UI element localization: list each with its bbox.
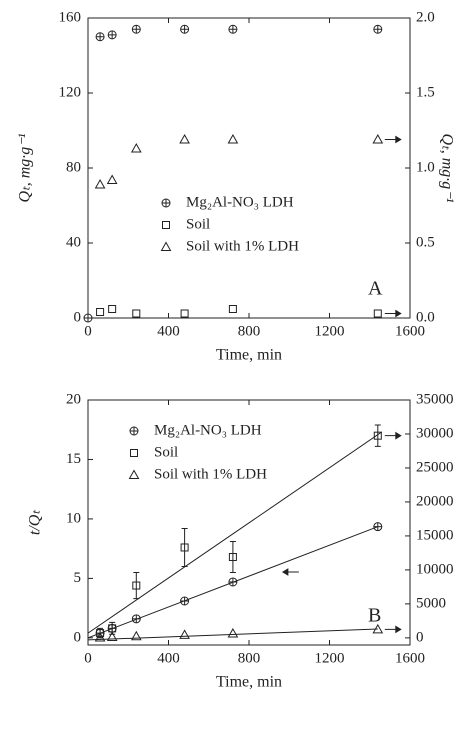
legend-label: Soil [186,216,210,232]
y-axis-label: Qₜ, mg·g⁻¹ [17,133,34,202]
triangle-marker [179,629,190,639]
y2-tick-label: 2.0 [416,9,435,25]
x-tick-label: 800 [238,323,261,339]
x-axis-label: Time, min [216,674,282,691]
y2-tick-label: 20000 [416,493,454,509]
error-bar [181,527,188,568]
y2-tick-label: 15000 [416,527,454,543]
legend-marker [130,449,138,457]
square-marker [373,431,382,440]
y-tick-label: 5 [74,570,82,586]
fit-line [87,628,378,641]
y2-tick-label: 5000 [416,595,446,611]
y2-tick-label: 35000 [416,391,454,407]
square-marker [96,308,105,316]
y-axis-label: t/Qₜ [27,510,44,535]
legend-label: Soil with 1% LDH [154,466,267,482]
square-marker [228,552,237,561]
plot-frame [87,17,411,319]
circle-marker [180,596,190,606]
x-tick-label: 1600 [395,323,425,339]
legend-label: Mg₂Al-NO₃ LDH [154,422,262,438]
x-tick-label: 400 [157,323,180,339]
y2-tick-label: 1.0 [416,159,435,175]
x-tick-label: 1200 [315,323,345,339]
legend-marker [160,241,172,251]
circle-marker [131,614,141,624]
fit-line [87,431,383,634]
x-tick-label: 800 [238,650,261,666]
y-tick-label: 40 [66,234,81,250]
circle-marker [107,30,117,40]
axis-arrow [384,431,402,440]
square-marker [228,305,237,313]
triangle-marker [130,630,142,641]
triangle-marker [227,627,239,638]
error-bar [374,424,381,447]
circle-marker [95,32,105,42]
y-tick-label: 10 [66,510,81,526]
y2-axis-label: Qₜ, mg·g⁻¹ [438,133,455,202]
square-marker [132,581,141,590]
legend-label: Soil [154,444,178,460]
square-marker [132,309,141,318]
y2-tick-label: 30000 [416,425,454,441]
legend-marker [128,469,140,479]
legend-label: Soil with 1% LDH [186,238,299,254]
x-tick-label: 1200 [315,650,345,666]
square-marker [108,305,117,313]
x-axis-label: Time, min [216,347,282,364]
y-tick-label: 160 [59,9,82,25]
y2-tick-label: 10000 [416,561,454,577]
square-marker [373,309,382,318]
legend-marker [162,221,170,229]
circle-marker [131,24,141,34]
legend-marker [161,198,171,208]
legend-label: Mg₂Al-NO₃ LDH [186,194,294,210]
y2-tick-label: 0.0 [416,309,435,325]
panel-label: A [368,278,383,300]
axis-arrow [384,309,402,318]
circle-marker [373,24,383,34]
y2-tick-label: 0.5 [416,234,435,250]
panel-label: B [368,605,381,627]
triangle-marker [179,133,190,144]
x-tick-label: 0 [84,323,92,339]
circle-marker [228,577,238,587]
square-marker [180,543,189,552]
triangle-marker [106,631,118,642]
triangle-marker [372,623,384,634]
x-tick-label: 1600 [395,650,425,666]
error-bar [133,571,140,600]
axis-arrow [384,625,402,634]
y2-tick-label: 25000 [416,459,454,475]
y-tick-label: 0 [74,629,82,645]
y-tick-label: 20 [66,391,81,407]
legend-marker [129,426,139,436]
square-marker [180,309,189,318]
triangle-marker [227,133,239,144]
x-tick-label: 0 [84,650,92,666]
y-tick-label: 0 [74,309,82,325]
x-tick-label: 400 [157,650,180,666]
axis-arrow [281,568,299,576]
y2-tick-label: 0 [416,629,424,645]
triangle-marker [130,142,142,153]
triangle-marker [94,178,106,189]
axis-arrow [384,135,402,144]
triangle-marker [106,174,118,184]
y2-tick-label: 1.5 [416,84,435,100]
triangle-marker [94,631,106,642]
square-marker [96,629,105,638]
circle-marker [83,313,93,323]
y-tick-label: 15 [66,451,81,467]
error-bar [229,541,236,573]
circle-marker [228,24,238,34]
triangle-marker [372,133,384,144]
y-tick-label: 120 [59,84,82,100]
circle-marker [180,24,190,34]
circle-marker [373,522,383,532]
y-tick-label: 80 [66,159,81,175]
